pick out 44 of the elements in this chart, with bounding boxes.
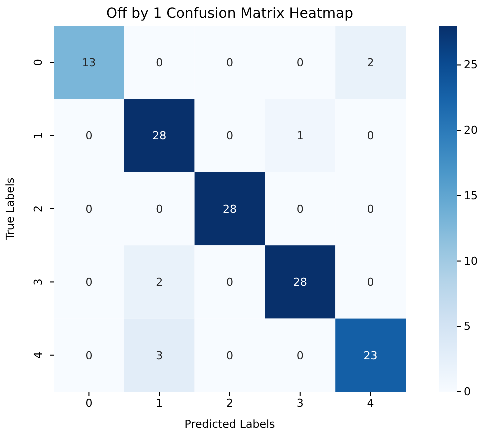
data-label: 0: [296, 202, 304, 216]
data-label: 2: [156, 276, 164, 290]
data-label: 0: [296, 56, 304, 70]
data-label: 1: [296, 130, 304, 143]
data-label: 0: [226, 56, 234, 70]
data-label: 0: [226, 130, 234, 143]
data-label: 28: [152, 130, 167, 143]
color-bar-label: 10: [464, 254, 478, 268]
y-tick-label: 3: [32, 278, 45, 286]
y-axis-title: True Labels: [4, 178, 17, 242]
data-label: 28: [293, 276, 308, 290]
data-label: 0: [367, 202, 374, 216]
data-label: 0: [296, 349, 304, 362]
y-tick-label: 2: [32, 206, 45, 212]
data-label: 23: [364, 349, 378, 362]
color-bar-label: 15: [464, 189, 478, 202]
data-label: 0: [226, 349, 234, 362]
chart-title: Off by 1 Confusion Matrix Heatmap: [106, 6, 354, 22]
data-label: 3: [156, 349, 164, 362]
y-tick-label: 1: [32, 132, 45, 140]
x-tick-label: 3: [296, 396, 304, 410]
x-axis-title: Predicted Labels: [184, 418, 276, 431]
color-bar-label: 25: [464, 58, 478, 72]
y-tick-label: 4: [32, 352, 45, 359]
color-bar-label: 20: [464, 124, 478, 138]
x-tick-label: 1: [156, 396, 164, 410]
x-tick-label: 0: [86, 396, 93, 410]
data-label: 2: [367, 56, 374, 70]
data-label: 0: [367, 276, 374, 290]
color-bar-label: 0: [464, 386, 471, 399]
data-label: 0: [86, 130, 93, 143]
data-label: 0: [226, 276, 234, 290]
data-label: 0: [86, 349, 93, 362]
data-label: 0: [156, 56, 164, 70]
data-label: 0: [156, 202, 164, 216]
data-label: 0: [367, 130, 374, 143]
y-tick-label: 0: [32, 59, 45, 66]
x-tick-label: 4: [367, 396, 374, 410]
data-label: 13: [82, 56, 96, 70]
data-label: 0: [86, 276, 93, 290]
color-bar-label: 5: [464, 320, 471, 334]
data-label: 0: [86, 202, 93, 216]
data-label: 28: [223, 202, 237, 216]
x-tick-label: 2: [226, 396, 234, 410]
